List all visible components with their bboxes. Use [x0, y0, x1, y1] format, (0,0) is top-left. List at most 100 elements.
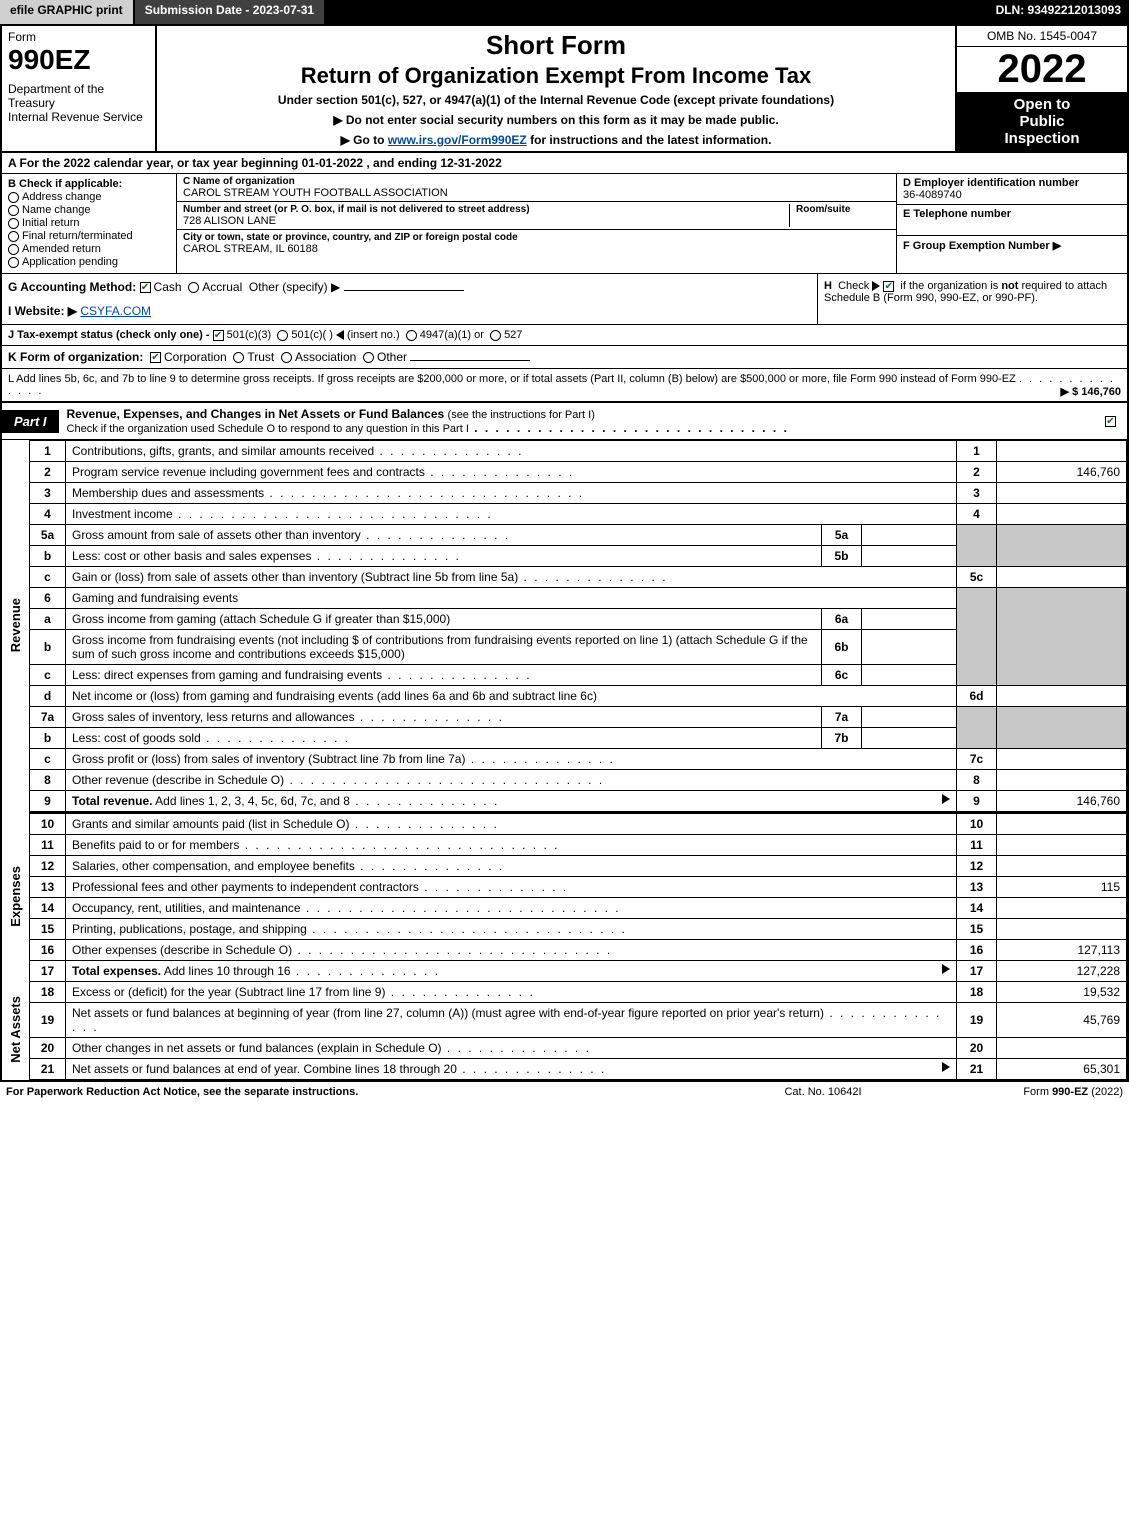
- col-c: C Name of organization CAROL STREAM YOUT…: [177, 174, 897, 273]
- check-schedule-b[interactable]: [883, 281, 894, 292]
- cell-city: City or town, state or province, country…: [177, 230, 896, 257]
- footer-cat-no: Cat. No. 10642I: [723, 1086, 923, 1098]
- check-initial-return[interactable]: Initial return: [8, 217, 170, 229]
- line-8-value: [997, 770, 1127, 791]
- ein-value: 36-4089740: [903, 189, 1121, 201]
- line-6d-desc: Net income or (loss) from gaming and fun…: [66, 686, 957, 707]
- line-5a-num: 5a: [30, 525, 66, 546]
- part1-title: Revenue, Expenses, and Changes in Net As…: [59, 403, 1097, 439]
- line-7a-num: 7a: [30, 707, 66, 728]
- department-label: Department of the Treasury Internal Reve…: [8, 82, 149, 124]
- line-16-value: 127,113: [997, 940, 1127, 961]
- check-4947[interactable]: [406, 330, 417, 341]
- side-net-assets: Net Assets: [2, 982, 30, 1080]
- row-k: K Form of organization: Corporation Trus…: [2, 346, 1127, 369]
- line-6d-value: [997, 686, 1127, 707]
- row-a-tax-year: A For the 2022 calendar year, or tax yea…: [2, 153, 1127, 174]
- check-application-pending[interactable]: Application pending: [8, 256, 170, 268]
- line-5a-subnum: 5a: [822, 525, 862, 546]
- line-7c-num: c: [30, 749, 66, 770]
- line-5a-subval: [862, 525, 957, 546]
- check-association[interactable]: [281, 352, 292, 363]
- line-9-desc: Total revenue. Total revenue. Add lines …: [66, 791, 957, 812]
- line-13-desc: Professional fees and other payments to …: [66, 877, 957, 898]
- line-6b-subnum: 6b: [822, 630, 862, 665]
- line-6c-num: c: [30, 665, 66, 686]
- line-17-desc: Total expenses. Add lines 10 through 16: [66, 961, 957, 982]
- check-other-org[interactable]: [363, 352, 374, 363]
- line-21-num: 21: [30, 1059, 66, 1080]
- title-short-form: Short Form: [165, 30, 947, 61]
- check-schedule-o[interactable]: [1105, 416, 1116, 427]
- col-b-header: B Check if applicable:: [8, 178, 170, 190]
- line-7a-subval: [862, 707, 957, 728]
- line-15-rnum: 15: [957, 919, 997, 940]
- line-9-num: 9: [30, 791, 66, 812]
- line-7b-desc: Less: cost of goods sold: [66, 728, 822, 749]
- line-13-value: 115: [997, 877, 1127, 898]
- line-5b-num: b: [30, 546, 66, 567]
- line-5c-desc: Gain or (loss) from sale of assets other…: [66, 567, 957, 588]
- line-14-value: [997, 898, 1127, 919]
- part1-tab: Part I: [2, 410, 59, 433]
- check-final-return[interactable]: Final return/terminated: [8, 230, 170, 242]
- line-17-value: 127,228: [997, 961, 1127, 982]
- line-7b-num: b: [30, 728, 66, 749]
- line-20-rnum: 20: [957, 1038, 997, 1059]
- line-5b-subnum: 5b: [822, 546, 862, 567]
- subtitle: Under section 501(c), 527, or 4947(a)(1)…: [165, 93, 947, 107]
- side-expenses: Expenses: [2, 814, 30, 982]
- line-4-value: [997, 504, 1127, 525]
- line-21-desc: Net assets or fund balances at end of ye…: [66, 1059, 957, 1080]
- check-trust[interactable]: [233, 352, 244, 363]
- other-org-input[interactable]: [410, 360, 530, 361]
- inspect-line2: Public: [961, 113, 1123, 130]
- check-accrual[interactable]: [188, 282, 199, 293]
- check-amended-return[interactable]: Amended return: [8, 243, 170, 255]
- line-5b-subval: [862, 546, 957, 567]
- other-label: Other (specify) ▶: [249, 280, 340, 294]
- efile-print-button[interactable]: efile GRAPHIC print: [0, 0, 135, 24]
- accounting-method-label: G Accounting Method:: [8, 280, 136, 294]
- check-cash[interactable]: [140, 282, 151, 293]
- irs-link[interactable]: www.irs.gov/Form990EZ: [388, 133, 527, 147]
- line-2-rnum: 2: [957, 462, 997, 483]
- row-i: I Website: ▶ CSYFA.COM: [8, 304, 811, 318]
- note-ssn: ▶ Do not enter social security numbers o…: [165, 113, 947, 127]
- org-name-label: C Name of organization: [183, 176, 890, 187]
- website-link[interactable]: CSYFA.COM: [80, 304, 151, 318]
- note-goto: ▶ Go to www.irs.gov/Form990EZ for instru…: [165, 133, 947, 147]
- check-address-change[interactable]: Address change: [8, 191, 170, 203]
- check-corporation[interactable]: [150, 352, 161, 363]
- line-17-num: 17: [30, 961, 66, 982]
- room-label: Room/suite: [796, 204, 890, 215]
- footer-form-ref: Form 990-EZ (2022): [923, 1086, 1123, 1098]
- submission-date-button[interactable]: Submission Date - 2023-07-31: [135, 0, 326, 24]
- cell-ein: D Employer identification number 36-4089…: [897, 174, 1127, 205]
- check-501c[interactable]: [277, 330, 288, 341]
- street-label: Number and street (or P. O. box, if mail…: [183, 204, 783, 215]
- line-5b-desc: Less: cost or other basis and sales expe…: [66, 546, 822, 567]
- cash-label: Cash: [154, 280, 182, 294]
- cell-org-name: C Name of organization CAROL STREAM YOUT…: [177, 174, 896, 202]
- line-14-rnum: 14: [957, 898, 997, 919]
- block-bcdef: B Check if applicable: Address change Na…: [2, 174, 1127, 274]
- other-specify-input[interactable]: [344, 290, 464, 291]
- check-501c3[interactable]: [213, 330, 224, 341]
- line-6b-subval: [862, 630, 957, 665]
- org-name-value: CAROL STREAM YOUTH FOOTBALL ASSOCIATION: [183, 187, 890, 199]
- cell-group-exemption: F Group Exemption Number ▶: [897, 236, 1127, 267]
- line-6a-desc: Gross income from gaming (attach Schedul…: [66, 609, 822, 630]
- check-name-change[interactable]: Name change: [8, 204, 170, 216]
- cell-street: Number and street (or P. O. box, if mail…: [177, 202, 896, 230]
- line-7b-subnum: 7b: [822, 728, 862, 749]
- line-18-rnum: 18: [957, 982, 997, 1003]
- accrual-label: Accrual: [202, 280, 242, 294]
- col-b: B Check if applicable: Address change Na…: [2, 174, 177, 273]
- line-6b-num: b: [30, 630, 66, 665]
- line-6a-num: a: [30, 609, 66, 630]
- row-l-text: L Add lines 5b, 6c, and 7b to line 9 to …: [8, 373, 1016, 385]
- row-j: J Tax-exempt status (check only one) - 5…: [2, 325, 1127, 346]
- check-527[interactable]: [490, 330, 501, 341]
- line-6d-rnum: 6d: [957, 686, 997, 707]
